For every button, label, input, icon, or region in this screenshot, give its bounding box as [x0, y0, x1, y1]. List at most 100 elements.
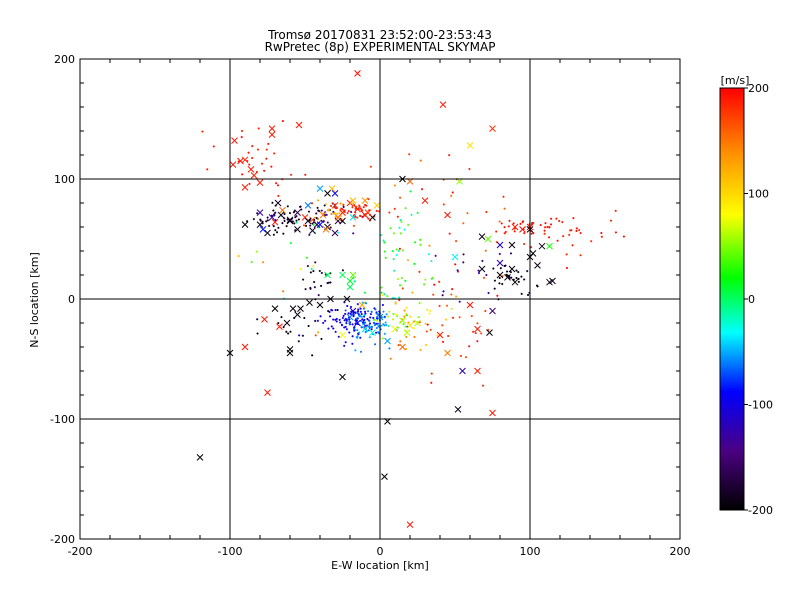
colorbar-label: [m/s] — [721, 74, 750, 87]
data-cross-marker — [268, 214, 276, 221]
x-tick-label: 0 — [377, 545, 384, 558]
data-cross-marker — [229, 161, 237, 168]
data-cross-marker — [271, 218, 279, 226]
data-cross-marker — [256, 179, 264, 186]
data-cross-marker — [466, 142, 474, 149]
y-tick-label: -100 — [50, 413, 75, 426]
data-cross-marker — [304, 202, 312, 209]
data-cross-marker — [316, 221, 324, 228]
data-cross-marker — [361, 197, 369, 204]
colorbar-tick-label: 100 — [748, 188, 769, 201]
data-cross-marker — [294, 311, 301, 318]
data-cross-marker — [256, 209, 264, 216]
data-cross-marker — [489, 125, 496, 132]
data-cross-marker — [306, 299, 313, 306]
data-cross-marker — [268, 125, 276, 132]
x-tick-label: -100 — [218, 545, 243, 558]
data-cross-marker — [247, 166, 255, 173]
data-cross-marker — [264, 389, 271, 396]
data-cross-marker — [504, 274, 511, 281]
data-cross-marker — [508, 241, 516, 249]
data-cross-marker — [339, 271, 346, 279]
data-cross-marker — [261, 316, 268, 323]
data-cross-marker — [309, 227, 316, 234]
data-cross-marker — [349, 271, 357, 279]
data-cross-marker — [354, 319, 361, 327]
x-axis-label: E-W location [km] — [331, 559, 429, 572]
data-cross-marker — [489, 307, 496, 315]
y-axis-label: N-S location [km] — [28, 252, 41, 348]
data-cross-marker — [451, 253, 459, 261]
data-cross-marker — [538, 242, 546, 250]
axes: -200 -100 0 100 200 -200 -100 0 100 200 — [50, 53, 690, 558]
data-cross-marker — [316, 185, 324, 192]
data-cross-marker — [546, 242, 553, 250]
data-cross-marker — [529, 250, 537, 257]
data-cross-marker — [250, 172, 258, 179]
data-cross-marker — [439, 101, 447, 108]
data-cross-marker — [259, 226, 267, 233]
data-cross-marker — [339, 331, 346, 339]
data-cross-marker — [354, 205, 361, 213]
colorbar-tick-label: 0 — [748, 293, 755, 306]
data-cross-marker — [339, 373, 346, 381]
data-cross-marker — [508, 265, 516, 273]
x-tick-label: 100 — [520, 545, 541, 558]
data-cross-marker — [276, 323, 283, 330]
y-tick-label: 200 — [54, 53, 75, 66]
data-cross-marker — [414, 319, 421, 327]
data-cross-marker — [391, 325, 399, 333]
chart-title-line1: Tromsø 20170831 23:52:00-23:53:43 — [267, 28, 492, 42]
data-cross-marker — [459, 367, 466, 375]
data-cross-marker — [406, 521, 414, 528]
data-points — [196, 70, 625, 528]
data-cross-marker — [444, 349, 451, 357]
data-cross-marker — [319, 211, 327, 219]
data-cross-marker — [496, 271, 504, 279]
data-cross-marker — [271, 305, 279, 312]
data-cross-marker — [519, 226, 526, 233]
chart-title-line2: RwPretec (8p) EXPERIMENTAL SKYMAP — [265, 40, 496, 54]
data-cross-marker — [486, 329, 493, 336]
data-cross-marker — [489, 409, 496, 417]
data-cross-marker — [268, 131, 276, 138]
data-cross-marker — [231, 137, 238, 144]
data-cross-marker — [286, 216, 294, 224]
data-cross-marker — [274, 199, 282, 207]
data-cross-marker — [484, 235, 492, 243]
data-cross-marker — [444, 211, 451, 219]
data-cross-marker — [421, 197, 429, 204]
data-cross-marker — [511, 223, 519, 231]
data-cross-marker — [324, 190, 331, 197]
data-cross-marker — [346, 283, 354, 291]
colorbar-tick-label: -100 — [748, 399, 773, 412]
data-cross-marker — [478, 233, 486, 240]
data-cross-marker — [316, 301, 324, 309]
data-cross-marker — [294, 209, 301, 216]
data-cross-marker — [454, 406, 462, 413]
data-cross-marker — [346, 313, 354, 321]
data-cross-marker — [313, 221, 321, 228]
data-cross-marker — [358, 301, 366, 309]
data-cross-marker — [289, 305, 297, 312]
x-tick-label: 200 — [670, 545, 691, 558]
data-cross-marker — [322, 226, 330, 233]
data-cross-marker — [466, 301, 474, 309]
data-cross-marker — [324, 271, 331, 279]
y-tick-label: 0 — [68, 293, 75, 306]
data-cross-marker — [346, 277, 354, 285]
data-cross-marker — [361, 325, 369, 333]
data-cross-marker — [331, 229, 339, 237]
data-cross-marker — [241, 221, 249, 228]
data-cross-marker — [339, 217, 346, 225]
data-cross-marker — [474, 325, 481, 333]
data-cross-marker — [373, 202, 381, 209]
colorbar: [m/s] 200 100 0 -100 -200 — [719, 74, 773, 517]
data-cross-marker — [294, 226, 301, 233]
data-cross-marker — [496, 259, 504, 267]
data-cross-marker — [369, 329, 376, 336]
y-tick-label: -200 — [50, 533, 75, 546]
data-cross-marker — [286, 217, 294, 225]
data-cross-marker — [364, 209, 372, 216]
